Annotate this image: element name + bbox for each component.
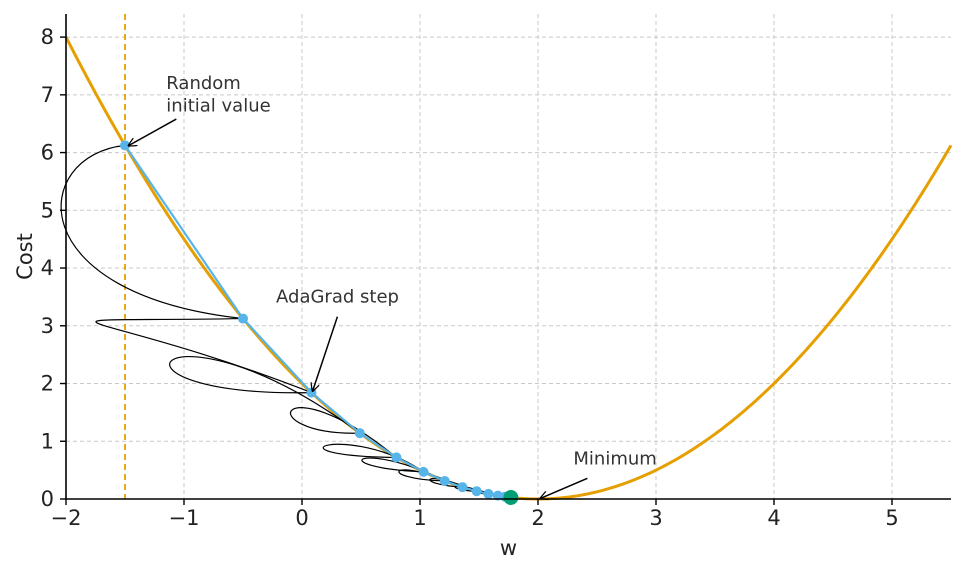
step-loop-arc — [95, 317, 312, 394]
y-tick-label: 7 — [41, 83, 54, 107]
y-tick-label: 0 — [41, 487, 54, 511]
step-loop-arc — [169, 355, 361, 434]
y-tick-label: 3 — [41, 314, 54, 338]
x-tick-label: 2 — [531, 506, 544, 530]
adagrad-step-point — [418, 466, 429, 477]
adagrad-step-point — [439, 475, 450, 486]
grid — [66, 14, 951, 499]
adagrad-step-point — [457, 482, 468, 493]
annotation-text: AdaGrad step — [276, 287, 399, 308]
annotation-text-line: Minimum — [573, 448, 656, 469]
annotation-text: Minimum — [573, 448, 656, 469]
final-point — [503, 489, 519, 505]
adagrad-step-point — [391, 452, 402, 463]
annotation-arrow — [540, 477, 588, 498]
y-tick-label: 4 — [41, 256, 54, 280]
x-tick-label: 0 — [295, 506, 308, 530]
step-loop-arc — [289, 407, 397, 458]
y-tick-label: 1 — [41, 429, 54, 453]
adagrad-path-line — [124, 144, 511, 499]
x-tick-label: −1 — [169, 506, 200, 530]
annotations: Random initial value AdaGrad step Minimum — [129, 73, 657, 498]
adagrad-step-point — [354, 428, 365, 439]
tick-labels: −2 −1 0 1 2 3 4 5 0 1 2 3 4 5 6 7 8 — [41, 25, 899, 530]
adagrad-step-point — [306, 387, 317, 398]
axes — [60, 14, 951, 505]
adagrad-step-point — [483, 488, 494, 499]
y-tick-label: 6 — [41, 141, 54, 165]
y-tick-label: 8 — [41, 25, 54, 49]
annotation-arrow — [129, 118, 177, 146]
x-axis-label: w — [500, 536, 517, 560]
y-tick-label: 5 — [41, 198, 54, 222]
x-tick-label: −2 — [51, 506, 82, 530]
step-loop-arc — [60, 144, 244, 320]
x-tick-label: 1 — [413, 506, 426, 530]
adagrad-path-layer — [120, 140, 519, 505]
y-tick-label: 2 — [41, 372, 54, 396]
annotation-text-line: initial value — [166, 96, 270, 117]
x-tick-label: 4 — [767, 506, 780, 530]
adagrad-step-point — [471, 486, 482, 497]
annotation-text-line: AdaGrad step — [276, 287, 399, 308]
step-loops-layer — [60, 144, 499, 497]
y-axis-label: Cost — [13, 233, 37, 280]
annotation-text-line: Random — [166, 73, 241, 94]
x-tick-label: 5 — [885, 506, 898, 530]
annotation-arrow — [313, 316, 339, 391]
adagrad-step-point — [238, 313, 248, 324]
x-tick-label: 3 — [649, 506, 662, 530]
annotation-text: Random initial value — [166, 73, 270, 117]
